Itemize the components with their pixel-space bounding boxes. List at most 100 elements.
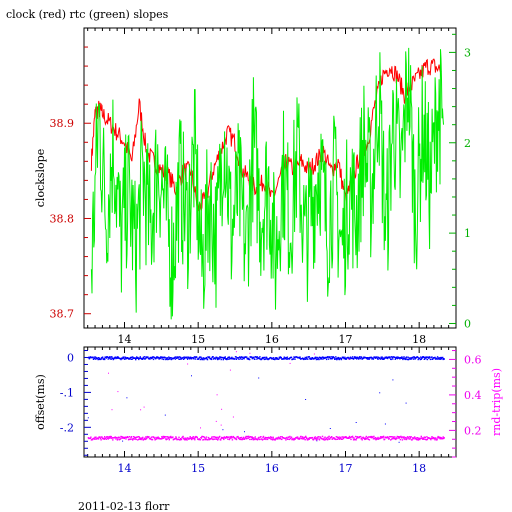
- point-rnd-trip: [231, 439, 234, 441]
- point-rnd-trip: [194, 439, 196, 441]
- point-rnd-trip: [342, 437, 345, 440]
- point-offset: [298, 357, 301, 359]
- point-offset: [217, 358, 219, 361]
- point-rnd-trip: [252, 437, 254, 439]
- point-rnd-trip: [247, 435, 249, 438]
- point-offset: [384, 356, 387, 358]
- point-rnd-trip: [302, 436, 304, 438]
- point-offset: [254, 358, 256, 360]
- point-offset: [239, 356, 241, 359]
- point-offset: [283, 357, 285, 360]
- outlier-rnd-trip: [221, 408, 223, 410]
- point-offset: [402, 358, 404, 361]
- point-rnd-trip: [93, 438, 96, 440]
- point-rnd-trip: [94, 436, 96, 438]
- point-rnd-trip: [229, 437, 231, 440]
- point-offset: [150, 357, 153, 360]
- point-offset: [309, 358, 311, 360]
- point-rnd-trip: [318, 439, 321, 441]
- point-rnd-trip: [362, 436, 364, 438]
- point-rnd-trip: [165, 438, 167, 441]
- point-rnd-trip: [254, 436, 256, 438]
- y-tick-label: -.2: [60, 421, 74, 434]
- point-offset: [338, 358, 340, 361]
- point-offset: [315, 358, 318, 361]
- point-rnd-trip: [278, 438, 280, 440]
- point-rnd-trip: [110, 436, 112, 438]
- point-rnd-trip: [361, 437, 363, 439]
- point-rnd-trip: [431, 436, 433, 438]
- point-offset: [354, 356, 356, 358]
- point-offset: [216, 356, 218, 359]
- point-offset: [400, 356, 402, 359]
- point-rnd-trip: [314, 436, 317, 438]
- point-offset: [394, 356, 396, 358]
- point-offset: [141, 358, 143, 360]
- point-offset: [144, 358, 147, 360]
- point-offset: [311, 358, 313, 360]
- point-rnd-trip: [370, 435, 372, 438]
- point-rnd-trip: [305, 436, 307, 439]
- point-rnd-trip: [406, 437, 408, 440]
- point-offset: [167, 358, 169, 360]
- point-offset: [421, 357, 423, 360]
- point-offset: [339, 357, 341, 359]
- point-offset: [368, 357, 370, 359]
- outlier-rnd-trip: [313, 353, 315, 355]
- point-rnd-trip: [192, 436, 194, 438]
- point-rnd-trip: [259, 438, 261, 441]
- point-offset: [152, 356, 154, 358]
- point-offset: [261, 356, 264, 359]
- point-rnd-trip: [304, 436, 306, 439]
- point-offset: [97, 357, 100, 359]
- point-rnd-trip: [263, 438, 265, 440]
- outlier-offset: [164, 414, 166, 416]
- point-rnd-trip: [285, 439, 287, 441]
- point-rnd-trip: [235, 438, 238, 441]
- point-offset: [179, 356, 182, 358]
- point-rnd-trip: [123, 437, 126, 440]
- point-offset: [169, 358, 171, 360]
- point-offset: [268, 357, 271, 360]
- outlier-offset: [191, 375, 192, 377]
- point-offset: [94, 358, 97, 360]
- point-rnd-trip: [99, 436, 101, 438]
- point-offset: [261, 357, 263, 360]
- point-rnd-trip: [311, 436, 313, 439]
- point-rnd-trip: [217, 439, 219, 441]
- point-offset: [154, 357, 156, 359]
- point-rnd-trip: [403, 438, 405, 440]
- point-rnd-trip: [249, 438, 251, 441]
- point-offset: [182, 356, 184, 359]
- point-offset: [360, 357, 362, 360]
- point-rnd-trip: [238, 437, 240, 439]
- point-offset: [362, 357, 364, 359]
- point-rnd-trip: [220, 439, 222, 441]
- outlier-rnd-trip: [108, 372, 109, 374]
- point-rnd-trip: [336, 438, 338, 440]
- point-offset: [88, 358, 91, 360]
- point-offset: [312, 357, 314, 359]
- point-offset: [112, 357, 114, 359]
- point-rnd-trip: [432, 437, 434, 440]
- point-rnd-trip: [313, 438, 315, 440]
- point-offset: [342, 356, 345, 358]
- point-rnd-trip: [106, 436, 108, 438]
- point-offset: [206, 358, 209, 361]
- point-rnd-trip: [370, 437, 373, 439]
- point-rnd-trip: [230, 437, 232, 439]
- point-rnd-trip: [97, 437, 99, 439]
- point-rnd-trip: [288, 436, 290, 439]
- point-offset: [336, 358, 338, 361]
- outlier-rnd-trip: [216, 394, 218, 396]
- y2-tick-label: 0.4: [464, 389, 482, 402]
- point-rnd-trip: [288, 438, 291, 441]
- point-rnd-trip: [107, 438, 109, 440]
- point-rnd-trip: [425, 439, 428, 441]
- point-rnd-trip: [213, 436, 216, 438]
- point-offset: [128, 358, 130, 360]
- point-offset: [240, 356, 243, 358]
- outlier-offset: [384, 423, 386, 425]
- point-offset: [234, 358, 236, 360]
- point-rnd-trip: [139, 438, 141, 441]
